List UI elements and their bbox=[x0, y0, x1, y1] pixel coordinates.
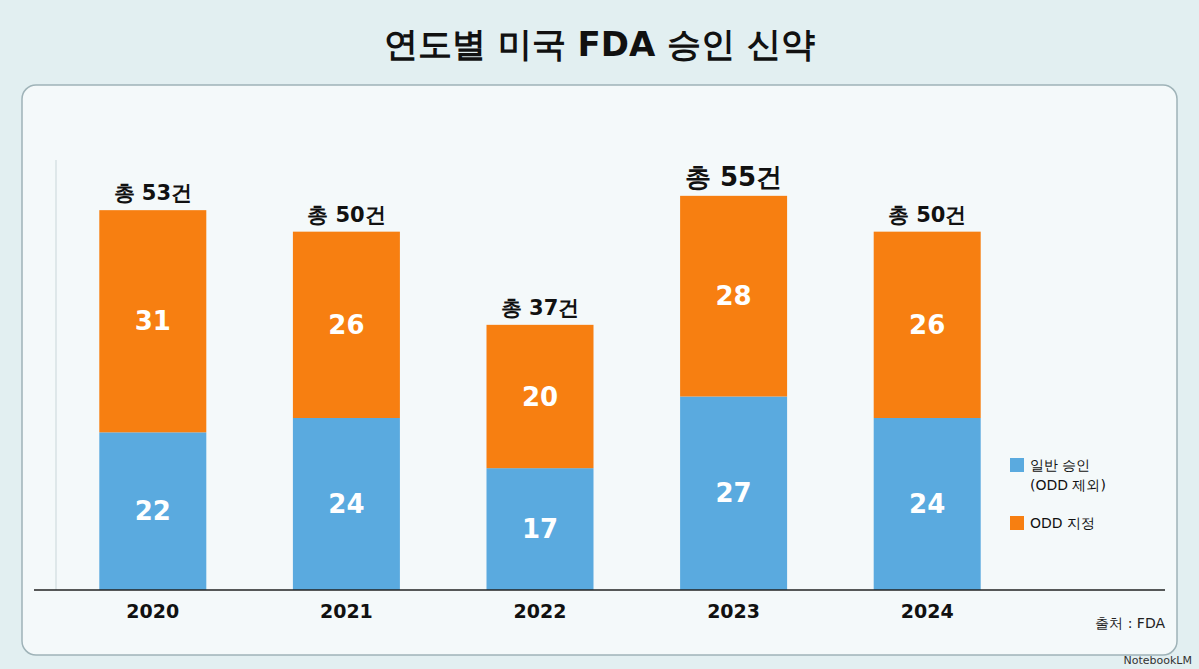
x-axis-line bbox=[34, 589, 1165, 591]
legend: 일반 승인(ODD 제외) ODD 지정 bbox=[1010, 457, 1106, 531]
x-tick-label: 2024 bbox=[901, 600, 954, 622]
background bbox=[0, 0, 1199, 669]
credit: NotebookLM bbox=[1124, 654, 1192, 667]
total-label: 총 55건 bbox=[685, 162, 782, 192]
bar-segment bbox=[487, 468, 594, 590]
panel bbox=[22, 85, 1177, 655]
data-label: 26 bbox=[909, 310, 945, 340]
data-label: 22 bbox=[135, 496, 171, 526]
legend-swatch bbox=[1010, 516, 1024, 530]
data-label: 20 bbox=[522, 382, 558, 412]
legend-label: ODD 지정 bbox=[1030, 515, 1095, 531]
total-label: 총 50건 bbox=[307, 203, 386, 227]
data-label: 31 bbox=[135, 306, 171, 336]
source: 출처 : FDA bbox=[1095, 615, 1165, 631]
total-label: 총 50건 bbox=[888, 203, 967, 227]
x-tick-label: 2021 bbox=[320, 600, 373, 622]
bars bbox=[99, 196, 980, 590]
bar-segment bbox=[680, 397, 787, 591]
total-label: 총 53건 bbox=[114, 181, 193, 205]
total-label: 총 37건 bbox=[501, 296, 580, 320]
bar-segment bbox=[680, 196, 787, 397]
x-tick-label: 2022 bbox=[514, 600, 567, 622]
data-label: 27 bbox=[716, 478, 752, 508]
legend-swatch bbox=[1010, 458, 1024, 472]
bar-segment bbox=[874, 418, 981, 590]
labels: 22 31 24 26 17 20 27 28 24 26 총 53건총 50건총 37건 총 55건… bbox=[114, 162, 967, 544]
bar-segment bbox=[293, 418, 400, 590]
legend-label: 일반 승인(ODD 제외) bbox=[1030, 457, 1106, 493]
data-label: 17 bbox=[522, 514, 558, 544]
data-label: 26 bbox=[328, 310, 364, 340]
y-axis-line bbox=[56, 160, 57, 590]
bar-segment bbox=[293, 232, 400, 418]
bar-segment bbox=[99, 432, 206, 590]
chart: 연도별 미국 FDA 승인 신약 22 31 24 26 17 20 27 28 24 26 총 53… bbox=[0, 0, 1199, 669]
x-tick-label: 2020 bbox=[126, 600, 179, 622]
bar-segment bbox=[874, 232, 981, 418]
bar-segment bbox=[99, 210, 206, 432]
data-label: 28 bbox=[716, 281, 752, 311]
x-tick-label: 2023 bbox=[707, 600, 760, 622]
title: 연도별 미국 FDA 승인 신약 bbox=[384, 24, 815, 64]
data-label: 24 bbox=[909, 489, 945, 519]
bar-segment bbox=[487, 325, 594, 468]
data-label: 24 bbox=[328, 489, 364, 519]
